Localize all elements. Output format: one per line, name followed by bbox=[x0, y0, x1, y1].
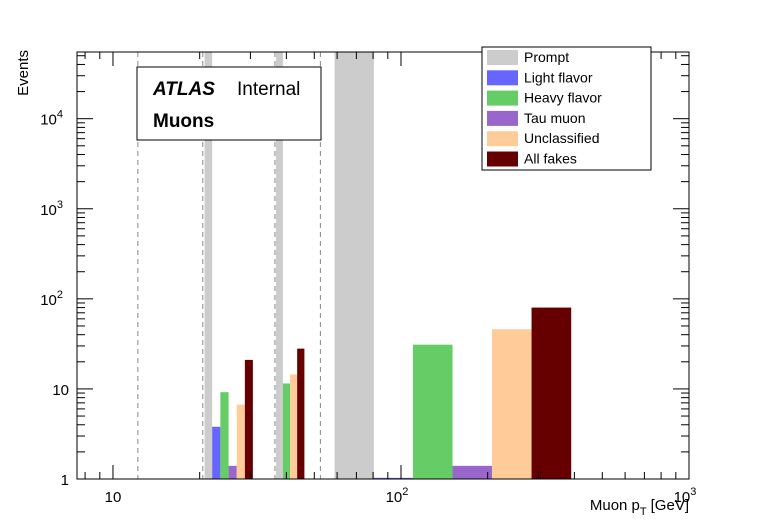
plot-frame bbox=[76, 51, 690, 480]
bar-prompt bbox=[204, 52, 213, 479]
y-tick-label: 10 bbox=[52, 382, 69, 399]
legend-swatch bbox=[487, 70, 518, 86]
legend-swatch bbox=[487, 90, 518, 106]
x-axis-label: Muon pT [GeV] bbox=[590, 497, 689, 518]
bar-prompt bbox=[334, 52, 374, 479]
legend-frame bbox=[481, 46, 652, 171]
bar-light-flavor bbox=[212, 426, 221, 479]
legend-swatch bbox=[487, 151, 518, 167]
bar-unclassified bbox=[236, 404, 245, 479]
bar-light-flavor bbox=[373, 477, 413, 479]
region-label: Muons bbox=[153, 111, 214, 132]
y-tick-label: 104 bbox=[40, 109, 63, 129]
x-tick-label: 102 bbox=[386, 486, 409, 506]
legend-entry-label: Heavy flavor bbox=[524, 90, 602, 106]
legend-entry-label: Light flavor bbox=[524, 69, 593, 85]
y-axis-label: Events bbox=[15, 50, 32, 96]
axis-ticks bbox=[77, 52, 690, 480]
atlas-label-box: ATLAS Internal Muons bbox=[136, 66, 322, 141]
bin-edge-lines bbox=[137, 52, 321, 479]
bar-all-fakes bbox=[297, 348, 305, 479]
bar-tau-muon bbox=[452, 465, 492, 479]
atlas-status: Internal bbox=[237, 79, 300, 100]
legend-entry-label: Unclassified bbox=[524, 130, 599, 146]
bar-heavy-flavor bbox=[220, 392, 229, 479]
atlas-label: ATLAS bbox=[152, 79, 215, 100]
atlas-label-box-frame bbox=[136, 66, 322, 141]
bar-heavy-flavor bbox=[412, 344, 453, 479]
legend-swatch bbox=[487, 131, 518, 147]
x-tick-label: 103 bbox=[674, 486, 697, 506]
tick-labels: 10 102 103 1 10 102 103 104 bbox=[40, 109, 696, 506]
legend: Prompt Light flavor Heavy flavor Tau muon Un… bbox=[481, 46, 652, 171]
bar-tau-muon bbox=[228, 465, 237, 479]
legend-entry-label: Tau muon bbox=[524, 110, 585, 126]
bar-heavy-flavor bbox=[282, 383, 291, 479]
y-tick-label: 102 bbox=[40, 289, 63, 309]
x-tick-label: 10 bbox=[105, 489, 122, 506]
y-tick-label: 103 bbox=[40, 199, 63, 219]
legend-swatch bbox=[487, 110, 518, 126]
bar-prompt bbox=[275, 52, 283, 479]
bar-all-fakes bbox=[244, 359, 253, 479]
bar-unclassified bbox=[491, 329, 532, 479]
legend-entry-label: All fakes bbox=[524, 151, 577, 167]
bars bbox=[204, 52, 572, 479]
y-tick-label: 1 bbox=[61, 472, 69, 489]
x-axis-label-unit: [GeV] bbox=[651, 497, 689, 514]
x-axis-label-main: Muon p bbox=[590, 497, 640, 514]
x-axis-label-sub: T bbox=[640, 506, 647, 518]
bar-all-fakes bbox=[531, 307, 572, 479]
legend-entry-label: Prompt bbox=[524, 49, 569, 65]
bar-unclassified bbox=[290, 374, 298, 479]
legend-swatch bbox=[487, 50, 518, 65]
